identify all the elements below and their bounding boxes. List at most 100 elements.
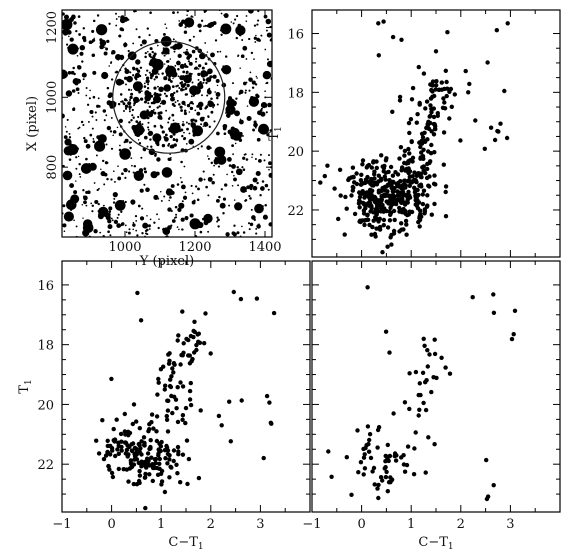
data-point — [268, 420, 273, 425]
data-point — [385, 442, 390, 448]
data-point — [167, 457, 172, 462]
data-point — [361, 455, 367, 460]
star — [104, 46, 106, 48]
data-point — [419, 141, 425, 146]
star — [137, 139, 140, 141]
data-point — [418, 144, 423, 150]
data-point — [484, 457, 489, 463]
star — [77, 15, 81, 18]
data-point — [365, 163, 370, 169]
data-point — [407, 406, 412, 412]
data-point — [383, 474, 389, 480]
star — [174, 64, 177, 67]
star — [106, 177, 109, 181]
data-point — [187, 397, 193, 402]
star — [117, 58, 120, 61]
data-point — [409, 209, 415, 215]
data-point — [170, 410, 175, 416]
star — [167, 144, 170, 147]
data-point — [485, 60, 490, 65]
data-point — [427, 114, 432, 119]
star — [135, 28, 138, 31]
star — [136, 234, 139, 237]
data-point — [231, 289, 236, 295]
star — [170, 46, 173, 49]
data-point — [387, 218, 393, 223]
star — [81, 72, 87, 78]
star — [181, 123, 185, 127]
star — [165, 109, 168, 112]
star — [127, 49, 130, 53]
star — [199, 106, 203, 111]
star — [62, 204, 66, 208]
y-tick-label: 1000 — [45, 81, 60, 114]
data-point — [143, 475, 148, 480]
star — [134, 75, 138, 80]
data-point — [187, 388, 193, 394]
star — [75, 167, 78, 170]
star — [148, 71, 151, 74]
star — [210, 147, 212, 149]
data-point — [406, 170, 411, 176]
data-point — [435, 113, 440, 119]
star — [176, 183, 180, 186]
star — [171, 219, 176, 223]
data-point — [342, 232, 347, 237]
star — [105, 143, 108, 146]
data-point — [417, 217, 423, 223]
star — [128, 170, 131, 173]
star — [125, 83, 127, 86]
y-tick-label: 800 — [45, 155, 60, 180]
star — [207, 194, 210, 197]
data-point — [187, 353, 192, 358]
star — [82, 217, 84, 219]
data-point — [367, 193, 372, 198]
data-point — [376, 482, 381, 488]
data-point — [410, 155, 416, 160]
data-point — [156, 453, 161, 458]
star — [179, 176, 182, 179]
x-tick-label: 1 — [407, 517, 415, 532]
star — [143, 170, 148, 174]
data-point — [180, 452, 186, 457]
star — [140, 90, 143, 92]
star — [134, 133, 138, 137]
star — [128, 121, 131, 124]
data-point — [363, 202, 369, 207]
star — [226, 173, 228, 176]
data-point — [155, 465, 160, 471]
star — [156, 106, 159, 109]
data-point — [427, 184, 432, 189]
data-point — [463, 68, 468, 74]
star — [171, 113, 175, 117]
star — [75, 225, 78, 228]
data-point — [411, 472, 417, 477]
data-point — [125, 443, 130, 448]
data-point — [136, 478, 142, 484]
star — [223, 160, 225, 163]
data-point — [402, 153, 407, 158]
star — [236, 28, 239, 31]
star — [120, 80, 123, 82]
star — [88, 40, 93, 45]
star — [198, 177, 203, 182]
star — [118, 34, 122, 38]
data-point — [423, 170, 428, 176]
data-point — [449, 104, 454, 110]
star — [147, 112, 154, 118]
star — [110, 147, 114, 150]
star — [167, 52, 170, 55]
star — [260, 186, 265, 191]
star — [108, 92, 114, 98]
star — [200, 123, 203, 126]
star — [124, 71, 127, 74]
data-point — [482, 146, 487, 151]
data-point — [178, 380, 183, 385]
star — [223, 132, 227, 136]
data-point — [491, 310, 497, 315]
data-point — [116, 440, 121, 445]
star — [222, 211, 225, 215]
star — [151, 75, 154, 78]
star — [244, 91, 247, 94]
data-point — [167, 475, 172, 480]
